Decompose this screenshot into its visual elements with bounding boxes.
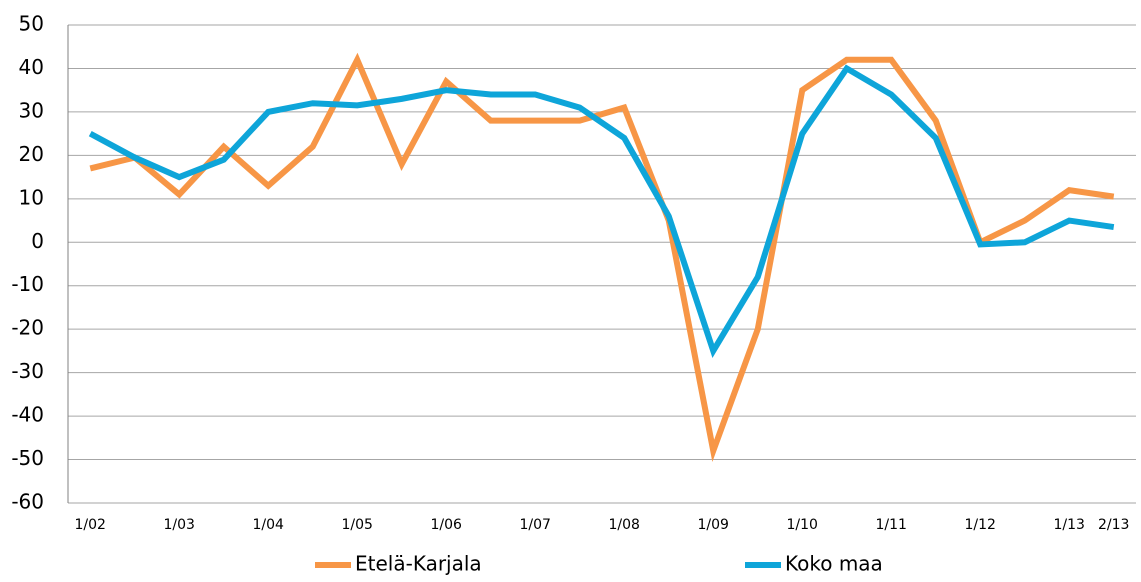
y-tick-label: -10 <box>11 272 44 296</box>
x-tick-label: 2/13 <box>1098 517 1129 533</box>
y-tick-label: 40 <box>19 55 44 79</box>
series-line <box>88 64 1115 359</box>
legend-label: Etelä-Karjala <box>355 552 482 576</box>
series-line <box>89 52 1115 463</box>
y-tick-label: 0 <box>31 229 44 253</box>
x-tick-label: 1/12 <box>965 517 996 533</box>
x-tick-label: 1/07 <box>520 517 551 533</box>
x-tick-label: 1/06 <box>431 517 463 533</box>
x-tick-label: 1/13 <box>1054 517 1085 533</box>
x-tick-label: 1/03 <box>164 517 195 533</box>
x-tick-label: 1/02 <box>75 517 106 533</box>
y-tick-label: -20 <box>11 316 44 340</box>
y-tick-label: -40 <box>11 403 44 427</box>
x-tick-label: 1/05 <box>342 517 373 533</box>
x-tick-label: 1/04 <box>253 517 285 533</box>
y-tick-label: 50 <box>19 12 44 36</box>
x-tick-label: 1/09 <box>698 517 729 533</box>
y-tick-label: -50 <box>11 446 44 470</box>
y-tick-label: 20 <box>19 142 44 166</box>
legend-label: Koko maa <box>785 552 883 576</box>
y-tick-label: -30 <box>11 359 44 383</box>
y-tick-label: -60 <box>11 490 44 514</box>
x-tick-label: 1/08 <box>609 517 640 533</box>
y-tick-label: 10 <box>19 185 44 209</box>
y-tick-label: 30 <box>19 98 44 122</box>
x-tick-label: 1/10 <box>787 517 818 533</box>
x-tick-label: 1/11 <box>876 517 907 533</box>
